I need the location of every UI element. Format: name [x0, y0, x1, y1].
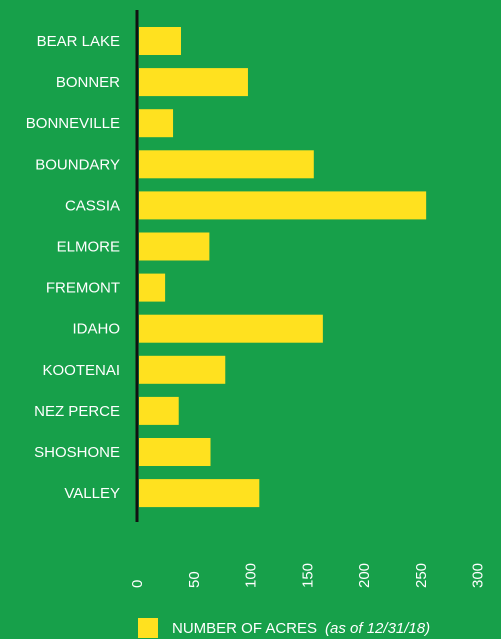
x-tick-label: 200 — [356, 563, 373, 588]
bar — [139, 150, 314, 179]
category-label: BONNEVILLE — [26, 115, 120, 132]
bar — [139, 314, 323, 343]
bar — [139, 191, 427, 220]
category-label: VALLEY — [64, 485, 120, 502]
category-label: NEZ PERCE — [34, 403, 120, 420]
x-tick-label: 250 — [413, 563, 430, 588]
x-tick-label: 300 — [470, 563, 487, 588]
category-label: BOUNDARY — [35, 156, 120, 173]
legend-swatch — [138, 618, 158, 638]
category-label: ELMORE — [57, 239, 120, 256]
bar — [139, 68, 248, 97]
category-label: CASSIA — [65, 197, 120, 214]
category-label: FREMONT — [46, 280, 120, 297]
category-label: SHOSHONE — [34, 444, 120, 461]
bar — [139, 479, 260, 508]
x-tick-label: 0 — [129, 580, 146, 588]
bar — [139, 273, 166, 302]
bar-chart: BEAR LAKE BONNER BONNEVILLE BOUNDARY CASSIA E… — [26, 10, 487, 588]
legend: NUMBER OF ACRES (as of 12/31/18) — [138, 618, 430, 638]
bar — [139, 396, 179, 425]
bar — [139, 355, 226, 384]
category-label: IDAHO — [72, 321, 120, 338]
category-label: BONNER — [56, 74, 120, 91]
bar — [139, 109, 174, 138]
x-tick-label: 100 — [243, 563, 260, 588]
category-label: BEAR LAKE — [37, 33, 120, 50]
x-tick-label: 150 — [299, 563, 316, 588]
x-tick-label: 50 — [186, 571, 203, 588]
bar — [139, 438, 211, 466]
bar — [139, 27, 181, 55]
category-label: KOOTENAI — [42, 362, 120, 379]
legend-label: NUMBER OF ACRES — [172, 619, 318, 637]
bar — [139, 232, 210, 261]
legend-note: (as of 12/31/18) — [325, 619, 431, 637]
